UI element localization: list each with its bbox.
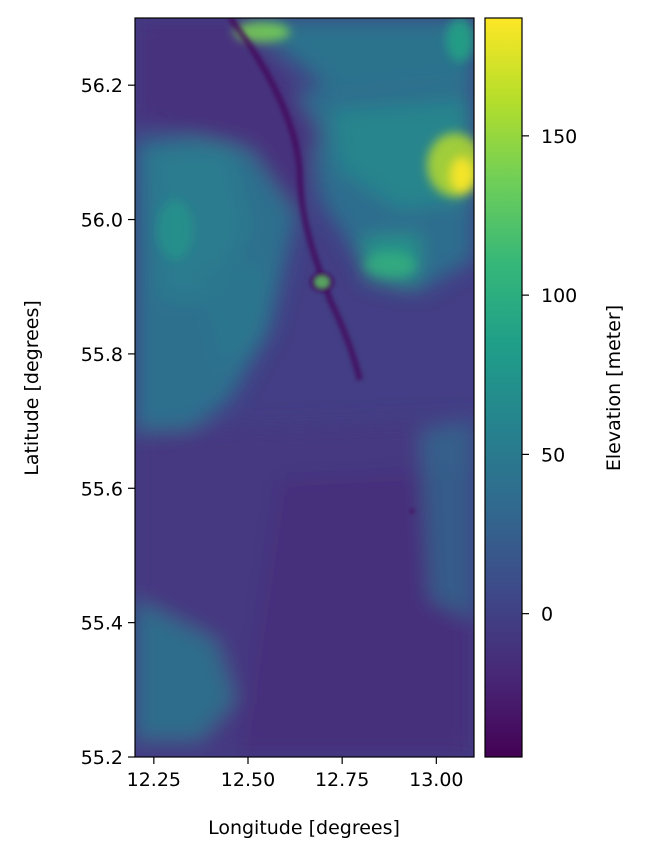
terrain-layer (135, 18, 474, 757)
colorbar-frame (484, 17, 523, 758)
y-tick-label: 55.6 (81, 478, 123, 500)
y-tick-label: 56.0 (81, 210, 123, 232)
y-axis-label: Latitude [degrees] (21, 300, 43, 476)
y-axis: 55.2 55.4 55.6 55.8 56.0 56.2 (81, 75, 135, 769)
x-tick-label: 12.75 (315, 769, 369, 791)
lake-island (315, 276, 329, 288)
channels-layer (227, 18, 414, 513)
colorbar (485, 18, 522, 757)
colorbar-tick-label: 0 (541, 604, 553, 626)
x-tick-label: 12.25 (127, 769, 181, 791)
strait (135, 18, 320, 220)
highlights-layer (157, 18, 474, 277)
colorbar-axis: 0 50 100 150 (522, 126, 577, 626)
northern-strip (240, 18, 474, 90)
central-upland (200, 260, 270, 370)
x-axis: 12.25 12.50 12.75 13.00 (127, 757, 464, 791)
southwest-upland (135, 600, 235, 740)
colorbar-tick-label: 100 (541, 285, 577, 307)
y-tick-label: 56.2 (81, 75, 123, 97)
x-tick-label: 13.00 (409, 769, 463, 791)
east-edge (420, 420, 474, 620)
colorbar-tick-label: 150 (541, 126, 577, 148)
point-depression (410, 509, 414, 513)
hill-east (364, 253, 416, 277)
hill-west (157, 200, 193, 260)
western-upland-core (150, 145, 250, 300)
southern-sea (240, 470, 474, 757)
plot-frame (134, 17, 475, 758)
hill-northeast (446, 18, 474, 62)
y-tick-label: 55.2 (81, 747, 123, 769)
colorbar-tick-label: 50 (541, 444, 565, 466)
peak-northeast-top (450, 157, 474, 193)
x-tick-label: 12.50 (221, 769, 275, 791)
peak-north (234, 22, 290, 42)
colorbar-label: Elevation [meter] (603, 305, 625, 471)
channel-main (227, 18, 363, 381)
y-tick-label: 55.4 (81, 613, 123, 635)
y-tick-label: 55.8 (81, 344, 123, 366)
elevation-map (135, 18, 474, 757)
x-axis-label: Longitude [degrees] (208, 817, 400, 839)
